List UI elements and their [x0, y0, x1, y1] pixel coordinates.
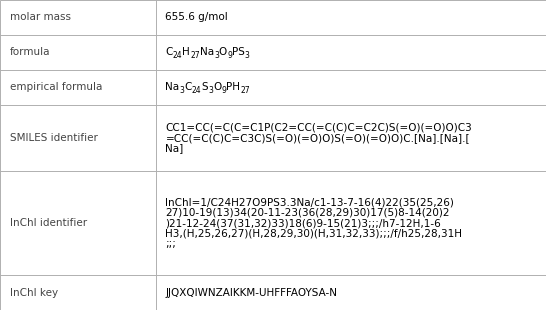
Text: 9: 9 [227, 51, 232, 60]
Text: CC1=CC(=C(C=C1P(C2=CC(=C(C)C=C2C)S(=O)(=O)O)C3: CC1=CC(=C(C=C1P(C2=CC(=C(C)C=C2C)S(=O)(=… [165, 122, 472, 132]
Text: 27)10-19(13)34(20-11-23(36(28,29)30)17(5)8-14(20)2: 27)10-19(13)34(20-11-23(36(28,29)30)17(5… [165, 208, 450, 218]
Text: )21-12-24(37(31,32)33)18(6)9-15(21)3;;;/h7-12H,1-6: )21-12-24(37(31,32)33)18(6)9-15(21)3;;;/… [165, 218, 441, 228]
Text: empirical formula: empirical formula [10, 82, 102, 92]
Text: 655.6 g/mol: 655.6 g/mol [165, 12, 228, 22]
Text: 3: 3 [208, 86, 213, 95]
Text: PH: PH [226, 82, 240, 92]
Text: 3: 3 [214, 51, 219, 60]
Text: 3: 3 [180, 86, 185, 95]
Text: C: C [185, 82, 192, 92]
Text: O: O [213, 82, 221, 92]
Text: JJQXQIWNZAIKKM-UHFFFAOYSA-N: JJQXQIWNZAIKKM-UHFFFAOYSA-N [165, 288, 337, 298]
Text: 27: 27 [190, 51, 200, 60]
Text: =CC(=C(C)C=C3C)S(=O)(=O)O)S(=O)(=O)O)C.[Na].[Na].[: =CC(=C(C)C=C3C)S(=O)(=O)O)S(=O)(=O)O)C.[… [165, 133, 470, 143]
Text: Na: Na [200, 47, 214, 57]
Text: 24: 24 [192, 86, 201, 95]
Text: 3: 3 [245, 51, 250, 60]
Text: SMILES identifier: SMILES identifier [10, 133, 98, 143]
Text: PS: PS [232, 47, 245, 57]
Text: 27: 27 [240, 86, 250, 95]
Text: ;;;: ;;; [165, 239, 176, 249]
Text: InChI=1/C24H27O9PS3.3Na/c1-13-7-16(4)22(35(25,26): InChI=1/C24H27O9PS3.3Na/c1-13-7-16(4)22(… [165, 197, 454, 207]
Text: 9: 9 [221, 86, 226, 95]
Text: O: O [219, 47, 227, 57]
Text: 24: 24 [173, 51, 182, 60]
Text: S: S [201, 82, 208, 92]
Text: molar mass: molar mass [10, 12, 71, 22]
Text: Na]: Na] [165, 143, 183, 153]
Text: formula: formula [10, 47, 50, 57]
Text: C: C [165, 47, 173, 57]
Text: InChI identifier: InChI identifier [10, 218, 87, 228]
Text: H3,(H,25,26,27)(H,28,29,30)(H,31,32,33);;;/f/h25,28,31H: H3,(H,25,26,27)(H,28,29,30)(H,31,32,33);… [165, 228, 462, 238]
Text: InChI key: InChI key [10, 288, 58, 298]
Text: Na: Na [165, 82, 180, 92]
Text: H: H [182, 47, 190, 57]
